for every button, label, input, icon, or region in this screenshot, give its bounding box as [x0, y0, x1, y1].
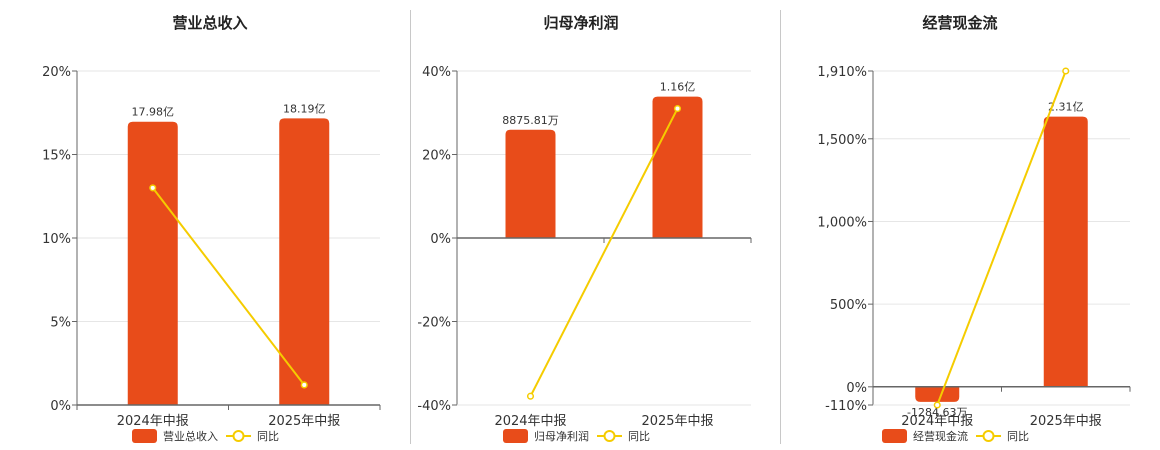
legend-bar-swatch: [503, 429, 528, 443]
y-tick-label: 1,000%: [817, 215, 867, 230]
y-tick-label: 10%: [42, 232, 71, 247]
bar-data-label: 17.98亿: [132, 106, 175, 119]
yoy-point: [300, 381, 308, 389]
bar-1: [915, 386, 960, 402]
bar-1: [505, 129, 556, 238]
chart-net-profit: 归母净利润 -40% -20% 0% 20% 40% 8875.81万 1.16亿 2024年中…: [417, 14, 752, 443]
y-tick-label: 20%: [42, 65, 71, 80]
y-tick-label: 1,500%: [817, 133, 867, 148]
legend-line-label: 同比: [628, 430, 650, 443]
y-tick-label: 1,910%: [817, 65, 867, 80]
legend-bar-swatch: [132, 429, 157, 443]
y-tick-label: 5%: [50, 316, 71, 331]
yoy-line: [529, 108, 679, 397]
x-category-label: 2025年中报: [641, 414, 713, 429]
x-category-label: 2025年中报: [268, 414, 340, 429]
y-tick-label: -40%: [417, 399, 451, 414]
y-tick-label: 40%: [422, 65, 451, 80]
legend-line-label: 同比: [257, 430, 279, 443]
yoy-line: [151, 187, 306, 386]
legend-bar-swatch: [882, 429, 907, 443]
yoy-point: [149, 184, 157, 192]
y-tick-label: 15%: [42, 149, 71, 164]
chart-panel-net-profit: 归母净利润 -40% -20% 0% 20% 40% 8875.81万 1.16亿 2024年中…: [411, 0, 780, 450]
legend-line-label: 同比: [1007, 430, 1029, 443]
bar-2: [652, 96, 703, 238]
bar-1: [127, 121, 178, 405]
panel-divider: [410, 10, 411, 444]
bar-data-label: -1284.63万: [907, 406, 967, 419]
yoy-point: [526, 392, 535, 400]
bar-2: [279, 118, 330, 406]
yoy-point: [1062, 67, 1070, 75]
bar-data-label: 18.19亿: [283, 102, 326, 115]
legend-line-marker: [982, 430, 995, 442]
chart-revenue: 营业总收入 0% 5% 10% 15% 20% 17.98亿 18.19亿 2024年中报 202…: [42, 14, 381, 443]
chart-cash-flow: 经营现金流 -110% 0% 500% 1,000% 1,500% 1,910% -1284.…: [817, 14, 1131, 443]
x-category-label: 2024年中报: [117, 414, 189, 429]
x-category-label: 2024年中报: [494, 414, 566, 429]
y-tick-label: 20%: [422, 149, 451, 164]
y-tick-label: -110%: [825, 399, 867, 414]
legend-bar-label: 经营现金流: [913, 429, 968, 443]
bar-data-label: 1.16亿: [660, 81, 696, 94]
yoy-point: [933, 401, 941, 409]
y-tick-label: 0%: [50, 399, 71, 414]
yoy-line: [936, 70, 1067, 406]
bar-data-label: 2.31亿: [1048, 101, 1084, 114]
x-category-label: 2024年中报: [901, 414, 973, 429]
y-tick-label: 500%: [830, 298, 867, 313]
chart-title: 归母净利润: [543, 14, 618, 32]
legend-bar-label: 归母净利润: [534, 429, 589, 443]
x-category-label: 2025年中报: [1030, 414, 1102, 429]
bar-data-label: 8875.81万: [502, 114, 559, 127]
y-tick-label: 0%: [430, 232, 451, 247]
bar-2: [1043, 116, 1088, 387]
chart-title: 营业总收入: [172, 14, 247, 32]
legend-bar-label: 营业总收入: [163, 429, 218, 443]
chart-panel-revenue: 营业总收入 0% 5% 10% 15% 20% 17.98亿 18.19亿 2024年中报 202…: [0, 0, 410, 450]
y-tick-label: -20%: [417, 316, 451, 331]
chart-title: 经营现金流: [922, 14, 997, 32]
legend-line-marker: [232, 430, 245, 442]
legend-line-marker: [603, 430, 616, 442]
yoy-point: [673, 105, 682, 113]
panel-divider: [780, 10, 781, 444]
chart-panel-cash-flow: 经营现金流 -110% 0% 500% 1,000% 1,500% 1,910% -1284.…: [781, 0, 1160, 450]
y-tick-label: 0%: [846, 381, 867, 396]
